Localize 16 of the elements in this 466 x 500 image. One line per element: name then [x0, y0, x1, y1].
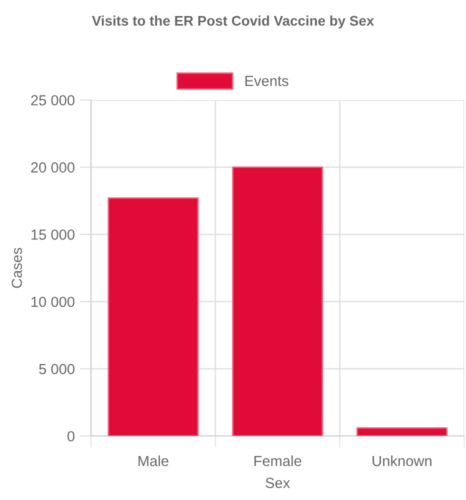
legend-label: Events — [245, 76, 288, 86]
y-tick-label: 0 — [67, 431, 74, 442]
y-tick-label: 15 000 — [32, 230, 74, 240]
y-tick-label: 25 000 — [31, 95, 74, 106]
x-axis-title: Sex — [266, 478, 290, 488]
chart-title: Visits to the ER Post Covid Vaccine by Sex — [92, 16, 374, 28]
y-tick-label: 20 000 — [31, 162, 74, 173]
bar — [356, 427, 448, 436]
y-tick-label: 10 000 — [32, 296, 74, 308]
bar — [108, 197, 199, 436]
x-tick-label: Male — [138, 455, 168, 466]
y-axis-title: Cases — [12, 248, 22, 288]
bar — [232, 166, 324, 436]
x-tick-label: Female — [254, 455, 302, 466]
x-tick-label: Unknown — [372, 455, 432, 466]
y-tick-label: 5 000 — [39, 364, 74, 374]
